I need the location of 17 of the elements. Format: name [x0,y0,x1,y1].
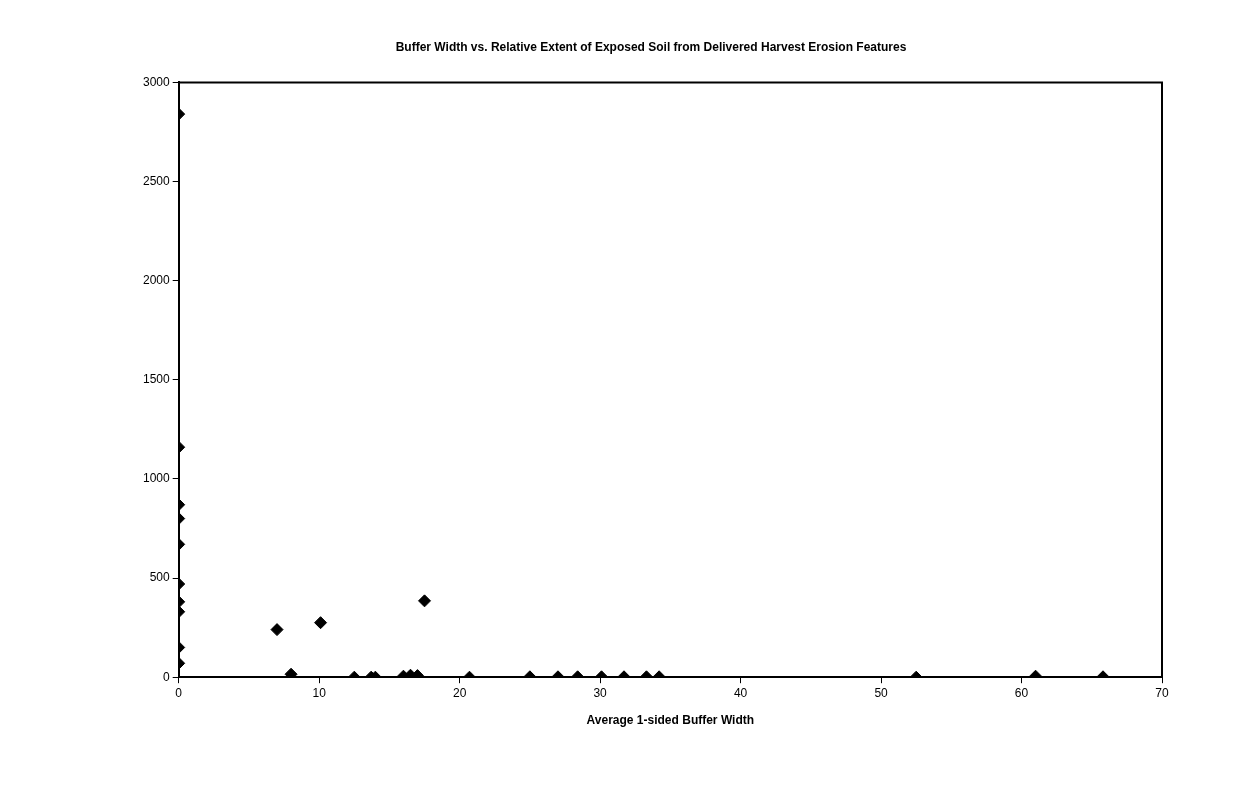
x-tick-label: 40 [733,685,748,700]
x-tick-label: 30 [593,685,608,700]
x-tick-label: 20 [452,685,467,700]
y-tick-label: 0 [163,669,171,684]
y-tick-label: 2500 [142,173,171,188]
x-tick-label: 50 [874,685,889,700]
y-tick-label: 2000 [142,272,171,287]
y-tick-label: 1000 [142,471,171,486]
x-tick-label: 10 [312,685,327,700]
x-axis-title: Average 1-sided Buffer Width [586,713,755,728]
x-tick-label: 70 [1155,685,1169,700]
y-tick-label: 500 [149,570,171,585]
x-tick-label: 0 [175,685,183,700]
y-tick-label: 1500 [142,372,171,387]
y-tick-label: 3000 [142,74,171,89]
x-tick-label: 60 [1014,685,1029,700]
chart-title: Buffer Width vs. Relative Extent of Exposed Soil from Delivered Harvest Erosion Features [395,39,907,54]
